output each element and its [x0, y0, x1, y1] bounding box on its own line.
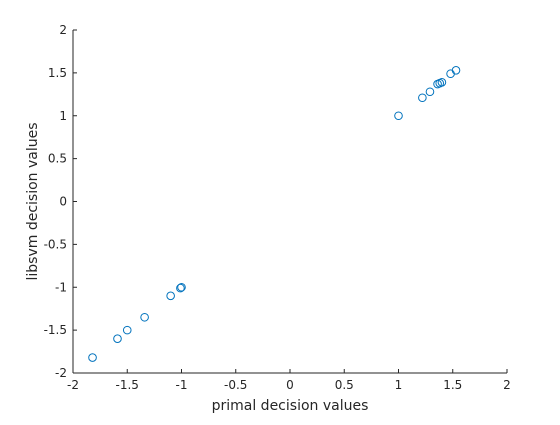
data-point [88, 353, 97, 362]
data-point [177, 282, 186, 292]
data-point [122, 325, 132, 335]
y-tick-label: 0 [59, 195, 67, 209]
x-tick-label: 1 [395, 378, 403, 392]
data-point [437, 78, 447, 87]
data-point [446, 69, 455, 79]
x-tick-label: -1 [176, 378, 188, 392]
x-tick-label: 0 [286, 378, 294, 392]
y-tick-label: 1.5 [48, 66, 67, 80]
data-point [176, 283, 185, 293]
data-point [418, 93, 427, 103]
y-tick-label: -0.5 [44, 237, 67, 251]
x-tick-label: 0.5 [335, 378, 354, 392]
x-tick-label: -0.5 [224, 378, 247, 392]
x-axis-label: primal decision values [212, 398, 369, 414]
x-tick-label: -1.5 [116, 378, 139, 392]
y-tick-label: 2 [59, 23, 67, 37]
x-tick-label: -2 [67, 378, 79, 392]
data-point [140, 312, 149, 322]
data-point [166, 291, 175, 301]
x-tick-label: 2 [503, 378, 511, 392]
data-point [113, 334, 122, 344]
data-point [425, 87, 435, 97]
data-points [88, 66, 461, 362]
y-tick-label: -1.5 [44, 323, 67, 337]
y-axis-ticks: -2 -1.5 -1 -0.5 0 0.5 1 1.5 2 [44, 23, 77, 380]
x-axis-ticks: -2 -1.5 -1 -0.5 0 0.5 1 1.5 2 [67, 369, 511, 392]
y-tick-label: -2 [55, 366, 67, 380]
data-point [451, 66, 461, 75]
y-tick-label: -1 [55, 280, 67, 294]
axes [72, 30, 507, 374]
y-tick-label: 1 [59, 109, 67, 123]
data-point [394, 111, 403, 121]
y-axis-label: libsvm decision values [25, 122, 41, 280]
x-tick-label: 1.5 [443, 378, 462, 392]
y-tick-label: 0.5 [48, 152, 67, 166]
